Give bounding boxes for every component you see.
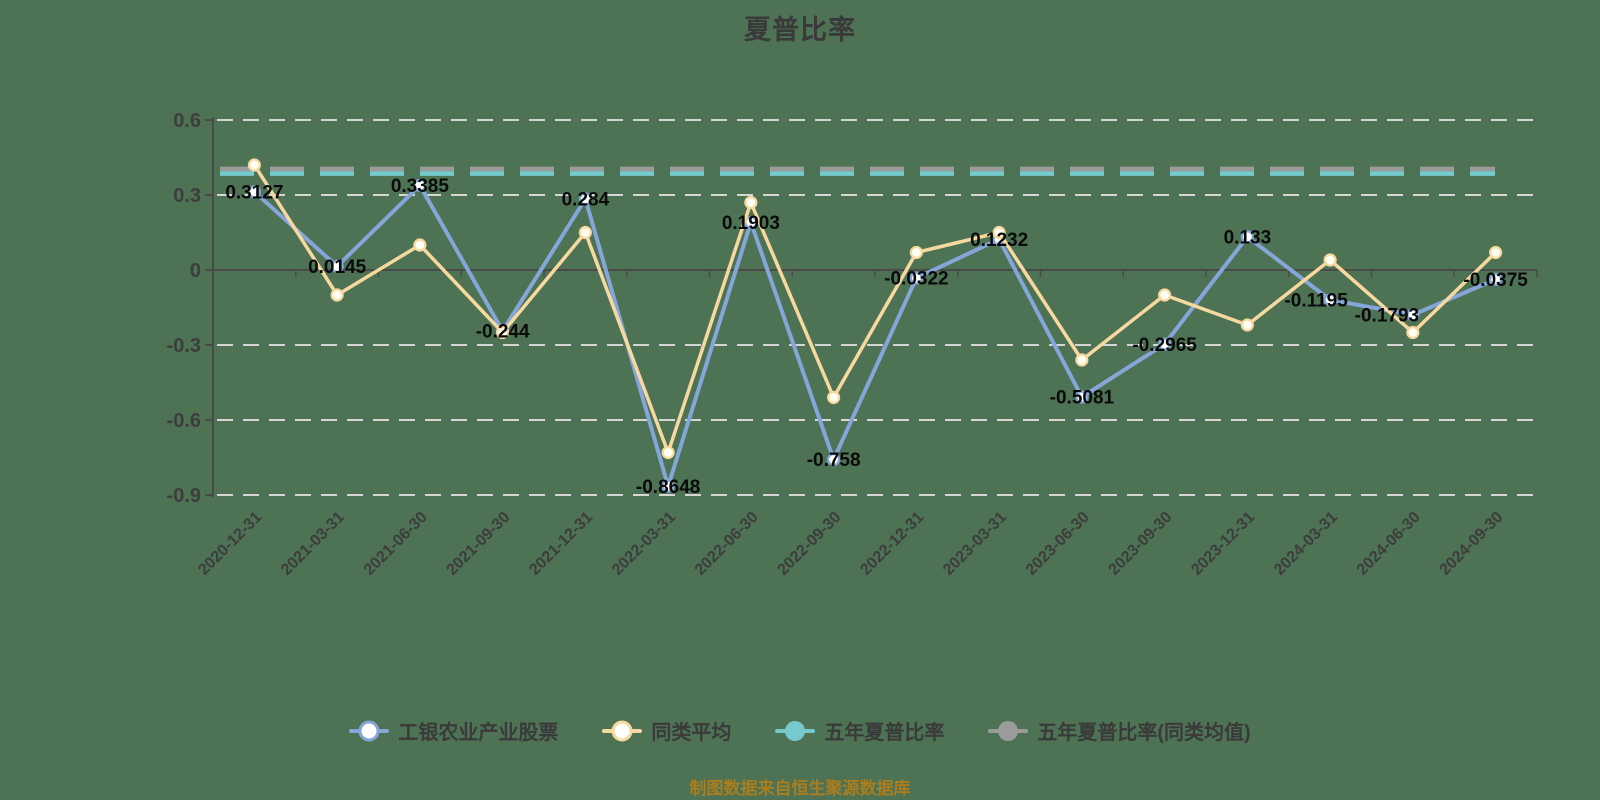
line-marker-icon — [988, 720, 1029, 742]
fund-point-marker[interactable] — [1489, 272, 1503, 286]
peer-average-point-marker[interactable] — [1240, 318, 1254, 332]
peer-average-point-marker[interactable] — [578, 225, 592, 240]
peer-average-point-marker[interactable] — [661, 445, 675, 460]
point-value-label: -0.5081 — [1050, 388, 1115, 409]
peer-average-point-marker[interactable] — [496, 325, 510, 340]
x-axis-label: 2023-03-31 — [940, 509, 1010, 579]
point-value-label: -0.8648 — [636, 477, 700, 498]
point-value-label: 0.1232 — [970, 230, 1028, 251]
chart-legend: 工银农业产业股票 同类平均 五年夏普比率 五年夏普比率(同类均值) — [0, 716, 1600, 745]
line-marker-icon — [602, 720, 643, 742]
point-value-label: 0.3385 — [391, 176, 450, 197]
point-value-label: -0.1793 — [1355, 305, 1419, 326]
peer-average-point-marker[interactable] — [1406, 325, 1420, 340]
page-title: 夏普比率 — [744, 15, 856, 45]
y-axis-label: -0.3 — [167, 335, 201, 357]
peer-average-point-marker[interactable] — [827, 390, 841, 405]
legend-label: 工银农业产业股票 — [398, 722, 559, 744]
peer-average-point-marker[interactable] — [1323, 253, 1337, 267]
x-axis-label: 2022-03-31 — [609, 509, 679, 579]
peer-average-point-marker[interactable] — [330, 288, 344, 302]
x-axis-label: 2024-03-31 — [1271, 509, 1341, 579]
x-axis-label: 2020-12-31 — [195, 509, 265, 579]
point-value-label: -0.758 — [807, 450, 861, 471]
point-value-label: -0.0322 — [884, 269, 948, 290]
peer-average-point-marker[interactable] — [1489, 245, 1503, 260]
peer-average-point-marker[interactable] — [1075, 353, 1089, 367]
peer-average-point-marker[interactable] — [247, 158, 261, 172]
legend-item-five-year-sharpe-peer[interactable]: 五年夏普比率(同类均值) — [988, 716, 1251, 745]
x-axis-label: 2024-06-30 — [1354, 509, 1424, 579]
point-value-label: 0.1903 — [722, 213, 780, 234]
fund-point-marker[interactable] — [1158, 337, 1172, 351]
legend-item-fund[interactable]: 工银农业产业股票 — [349, 716, 558, 745]
point-value-label: -0.1195 — [1284, 291, 1348, 312]
fund-point-marker[interactable] — [661, 479, 675, 493]
fund-point-marker[interactable] — [1406, 308, 1420, 322]
peer-average-point-marker[interactable] — [744, 195, 758, 210]
fund-point-marker[interactable] — [827, 452, 841, 467]
peer-average-line — [252, 163, 1498, 455]
legend-item-five-year-sharpe[interactable]: 五年夏普比率 — [775, 716, 944, 745]
point-value-label: -0.244 — [476, 322, 530, 343]
x-axis-label: 2022-06-30 — [692, 509, 762, 579]
legend-item-peer-average[interactable]: 同类平均 — [602, 716, 731, 745]
peer-average-point-marker[interactable] — [992, 225, 1006, 240]
peer-average-point-marker[interactable] — [1158, 288, 1172, 302]
point-value-label: -0.0375 — [1463, 270, 1528, 291]
x-axis-label: 2021-09-30 — [444, 509, 514, 579]
line-marker-icon — [349, 720, 390, 742]
point-value-label: 0.284 — [562, 190, 610, 211]
point-value-label: -0.2965 — [1132, 335, 1197, 356]
x-axis-label: 2024-09-30 — [1437, 509, 1507, 579]
legend-label: 同类平均 — [651, 722, 732, 744]
x-axis-label: 2023-12-31 — [1188, 509, 1258, 579]
fund-point-marker[interactable] — [330, 259, 344, 273]
point-value-label: 0.133 — [1224, 227, 1272, 248]
fund-point-marker[interactable] — [247, 185, 261, 199]
fund-point-marker[interactable] — [1075, 390, 1089, 404]
fund-point-marker[interactable] — [909, 271, 923, 285]
fund-point-marker[interactable] — [1323, 293, 1337, 307]
fund-line — [252, 183, 1498, 489]
peer-average-point-marker[interactable] — [413, 238, 427, 252]
fund-point-marker[interactable] — [413, 178, 427, 192]
legend-label: 五年夏普比率 — [824, 722, 945, 744]
peer-average-point-marker[interactable] — [909, 245, 923, 260]
data-source-note: 制图数据来自恒生聚源数据库 — [689, 779, 911, 798]
legend-label: 五年夏普比率(同类均值) — [1037, 722, 1251, 744]
y-axis-label: 0.3 — [173, 185, 201, 207]
y-axis-label: 0.6 — [173, 110, 201, 132]
x-axis-label: 2023-09-30 — [1106, 509, 1176, 579]
y-axis-label: 0 — [190, 260, 201, 282]
fund-point-marker[interactable] — [578, 192, 592, 206]
point-value-label: 0.0145 — [308, 257, 367, 278]
point-value-label: 0.3127 — [225, 182, 283, 203]
y-axis-label: -0.6 — [167, 410, 201, 432]
x-axis-label: 2023-06-30 — [1023, 509, 1093, 579]
x-axis-label: 2022-12-31 — [857, 509, 927, 579]
x-axis-label: 2021-03-31 — [278, 509, 348, 579]
x-axis-label: 2021-06-30 — [361, 509, 431, 579]
x-axis-label: 2022-09-30 — [775, 509, 845, 579]
fund-point-marker[interactable] — [1240, 230, 1254, 244]
y-axis-label: -0.9 — [167, 485, 201, 507]
line-marker-icon — [775, 720, 816, 742]
x-axis-label: 2021-12-31 — [526, 509, 596, 579]
